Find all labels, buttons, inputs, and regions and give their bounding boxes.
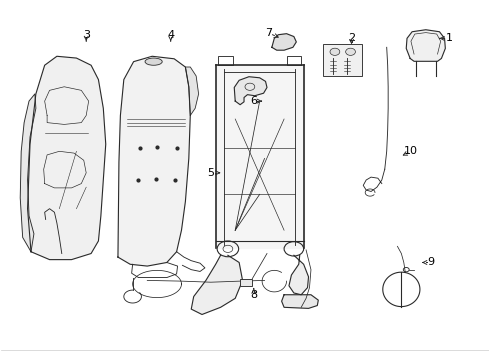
Polygon shape	[282, 295, 319, 309]
Ellipse shape	[145, 58, 162, 65]
Polygon shape	[406, 30, 445, 61]
Polygon shape	[191, 255, 243, 315]
Bar	[240, 279, 252, 286]
Text: 8: 8	[250, 290, 257, 300]
Polygon shape	[216, 65, 304, 248]
Text: 1: 1	[446, 33, 453, 43]
Polygon shape	[20, 94, 36, 252]
Circle shape	[330, 48, 340, 55]
Polygon shape	[289, 255, 309, 295]
Bar	[323, 44, 362, 76]
Text: 2: 2	[348, 33, 355, 43]
Text: 7: 7	[265, 28, 272, 38]
Text: 3: 3	[83, 30, 90, 40]
Polygon shape	[234, 77, 267, 105]
Text: 10: 10	[404, 146, 418, 156]
Polygon shape	[27, 56, 106, 260]
Polygon shape	[118, 56, 190, 266]
Circle shape	[345, 48, 355, 55]
Text: 5: 5	[207, 168, 214, 178]
Polygon shape	[272, 34, 296, 50]
Text: 6: 6	[250, 96, 257, 106]
Bar	[287, 56, 301, 65]
Text: 4: 4	[167, 30, 174, 40]
Text: 9: 9	[427, 257, 434, 267]
Polygon shape	[185, 67, 198, 116]
Bar	[218, 56, 233, 65]
